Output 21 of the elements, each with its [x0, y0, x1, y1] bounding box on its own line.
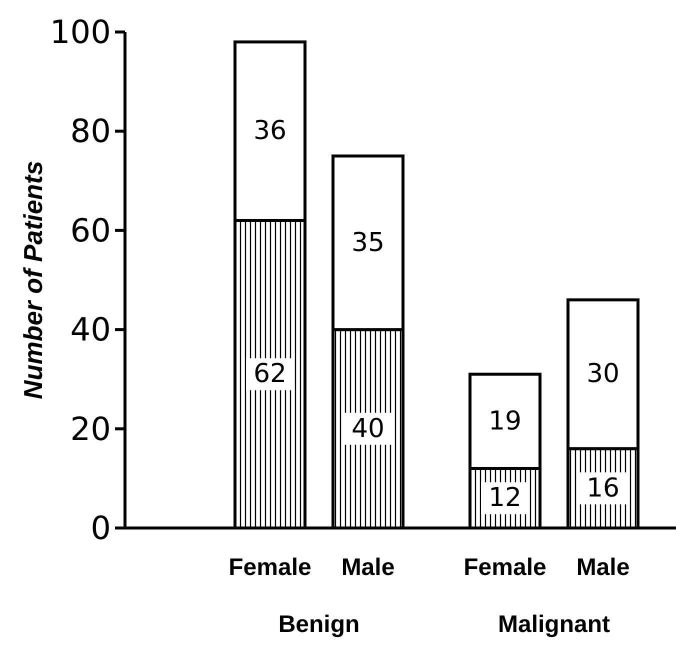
- text: Benign: [278, 611, 360, 638]
- y-tick-label: 20: [70, 410, 111, 448]
- data-label: 16: [586, 473, 620, 504]
- x-tick-label: Male: [341, 554, 395, 581]
- y-axis-title: Number of Patients: [18, 160, 48, 400]
- data-label: 30: [586, 359, 620, 390]
- data-label: 12: [488, 483, 522, 514]
- data-label: 62: [253, 359, 287, 390]
- y-tick-label: 60: [70, 211, 111, 250]
- x-tick-label: Female: [464, 554, 546, 581]
- y-tick-label: 40: [70, 310, 111, 349]
- y-tick-label: 100: [50, 13, 111, 51]
- data-label: 35: [351, 228, 385, 258]
- data-label: 40: [351, 414, 385, 444]
- data-label: 36: [253, 116, 287, 146]
- x-tick-label: Male: [576, 554, 630, 581]
- data-label: 19: [488, 406, 522, 436]
- text: Malignant: [498, 611, 610, 638]
- y-tick-label: 0: [90, 509, 111, 547]
- x-tick-label: Female: [228, 554, 312, 581]
- y-tick-label: 80: [70, 112, 111, 150]
